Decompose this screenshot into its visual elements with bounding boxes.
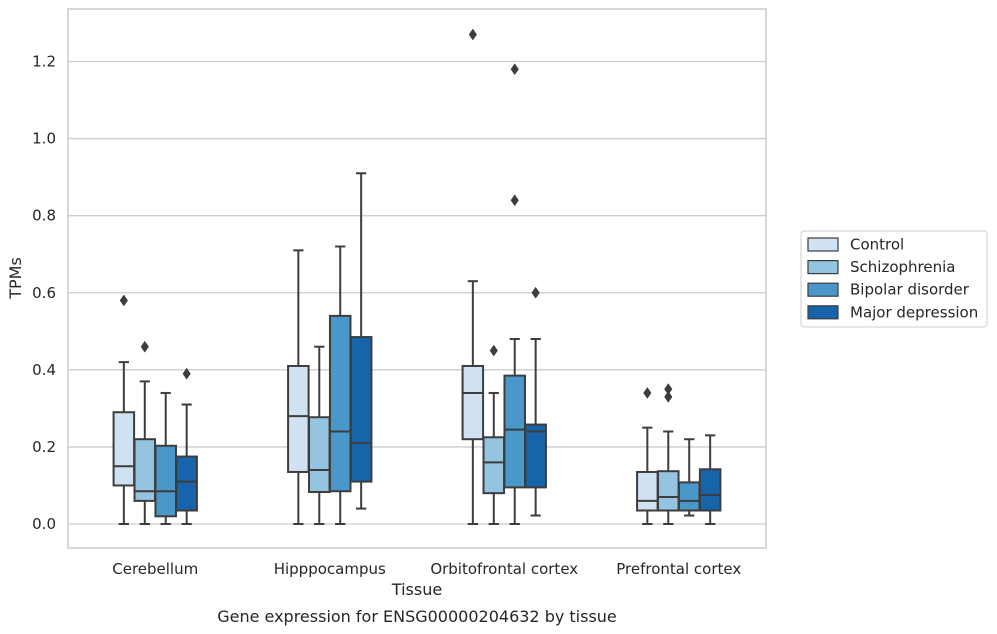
figure-caption: Gene expression for ENSG00000204632 by t…: [217, 607, 617, 626]
gridlines: [68, 60, 766, 525]
box: [503, 374, 526, 489]
legend-label: Major depression: [850, 303, 978, 321]
y-tick-labels: 0.0 0.2 0.4 0.6 0.8 1.0 1.2: [32, 53, 56, 534]
y-tick-label: 0.4: [32, 361, 56, 379]
x-tick-label: Orbitofrontal cortex: [430, 560, 578, 578]
box-group: [698, 434, 722, 525]
box-group: [657, 383, 680, 525]
box-group: [328, 245, 352, 525]
outlier-point: [664, 390, 673, 403]
plot-frame: [67, 8, 767, 549]
box: [175, 455, 198, 512]
box-group: [349, 172, 373, 510]
box-group: [112, 294, 136, 525]
box-group: [175, 367, 198, 525]
box: [112, 411, 136, 487]
box: [308, 416, 331, 494]
box: [287, 364, 310, 473]
box: [657, 470, 680, 512]
x-tick-label: Prefrontal cortex: [616, 560, 741, 578]
box-group: [503, 63, 526, 525]
legend-swatch: [807, 237, 839, 252]
legend-swatch: [807, 282, 839, 297]
box: [482, 436, 506, 495]
y-axis-label: TPMs: [6, 257, 25, 300]
outlier-point: [489, 344, 498, 357]
box: [461, 364, 485, 441]
y-tick-label: 1.2: [32, 53, 56, 71]
box-group: [461, 28, 485, 525]
y-tick-label: 1.0: [32, 130, 56, 148]
outlier-point: [664, 383, 673, 396]
box: [636, 470, 659, 512]
outlier-point: [182, 367, 191, 380]
outlier-point: [510, 63, 519, 76]
x-axis-label: Tissue: [391, 580, 442, 599]
outlier-point: [531, 286, 540, 299]
box-group: [308, 345, 331, 525]
box-group: [133, 340, 157, 525]
box-group: [524, 286, 547, 517]
outlier-point: [119, 294, 128, 307]
box: [698, 468, 722, 512]
outlier-point: [643, 387, 652, 399]
legend-label: Control: [850, 236, 904, 254]
box: [328, 314, 352, 493]
x-tick-labels: Cerebellum Hipppocampus Orbitofrontal cort…: [112, 560, 741, 578]
legend-frame: [800, 230, 988, 328]
box-group: [636, 387, 659, 525]
box: [154, 444, 177, 518]
outlier-point: [510, 194, 519, 207]
x-tick-label: Hipppocampus: [274, 560, 386, 578]
boxes: [112, 28, 722, 525]
y-tick-label: 0.0: [32, 515, 56, 533]
box-group: [677, 438, 701, 517]
outlier-point: [468, 28, 477, 41]
legend-label: Schizophrenia: [850, 258, 955, 276]
legend-swatch: [807, 260, 839, 275]
legend: Control Schizophrenia Bipolar disorder Majo…: [800, 230, 988, 328]
box: [349, 336, 373, 483]
x-tick-label: Cerebellum: [112, 560, 198, 578]
box-group: [154, 391, 177, 525]
y-tick-label: 0.6: [32, 284, 56, 302]
box: [677, 481, 701, 512]
legend-label: Bipolar disorder: [850, 281, 970, 299]
legend-swatch: [807, 305, 839, 320]
box: [524, 423, 547, 489]
box-group: [482, 344, 506, 525]
y-tick-label: 0.2: [32, 438, 56, 456]
y-tick-label: 0.8: [32, 207, 56, 225]
box-group: [287, 249, 310, 525]
outlier-point: [140, 340, 149, 353]
